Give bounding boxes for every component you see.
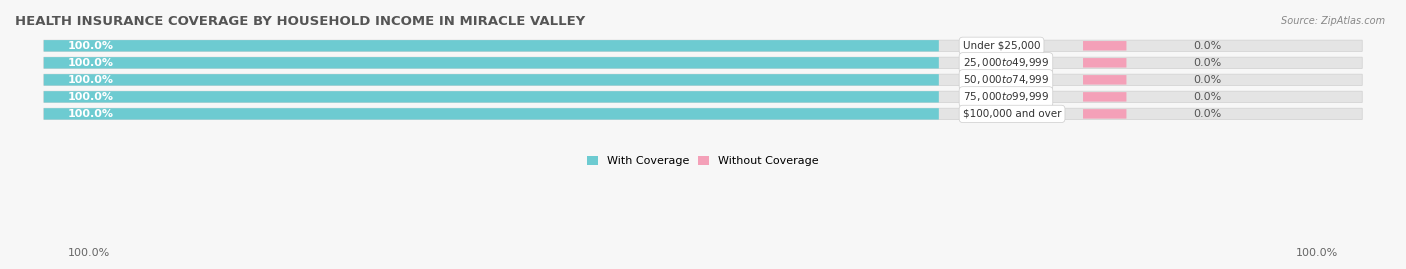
FancyBboxPatch shape — [44, 74, 939, 86]
Text: 0.0%: 0.0% — [1194, 75, 1222, 85]
FancyBboxPatch shape — [44, 40, 939, 51]
Text: 100.0%: 100.0% — [67, 41, 114, 51]
Text: 0.0%: 0.0% — [1194, 109, 1222, 119]
Text: $25,000 to $49,999: $25,000 to $49,999 — [963, 56, 1049, 69]
Text: Under $25,000: Under $25,000 — [963, 41, 1040, 51]
FancyBboxPatch shape — [44, 91, 1362, 102]
Text: 100.0%: 100.0% — [67, 248, 110, 258]
Text: 100.0%: 100.0% — [67, 109, 114, 119]
FancyBboxPatch shape — [1083, 75, 1126, 84]
Text: 0.0%: 0.0% — [1194, 92, 1222, 102]
Text: 0.0%: 0.0% — [1194, 58, 1222, 68]
FancyBboxPatch shape — [1083, 41, 1126, 51]
Text: HEALTH INSURANCE COVERAGE BY HOUSEHOLD INCOME IN MIRACLE VALLEY: HEALTH INSURANCE COVERAGE BY HOUSEHOLD I… — [15, 15, 585, 28]
Text: $75,000 to $99,999: $75,000 to $99,999 — [963, 90, 1049, 103]
Text: 0.0%: 0.0% — [1194, 41, 1222, 51]
Text: Source: ZipAtlas.com: Source: ZipAtlas.com — [1281, 16, 1385, 26]
FancyBboxPatch shape — [44, 74, 1362, 86]
Text: $50,000 to $74,999: $50,000 to $74,999 — [963, 73, 1049, 86]
Text: 100.0%: 100.0% — [67, 92, 114, 102]
FancyBboxPatch shape — [1083, 92, 1126, 102]
FancyBboxPatch shape — [44, 108, 1362, 119]
Legend: With Coverage, Without Coverage: With Coverage, Without Coverage — [588, 156, 818, 166]
Text: 100.0%: 100.0% — [67, 75, 114, 85]
FancyBboxPatch shape — [44, 40, 1362, 51]
FancyBboxPatch shape — [44, 108, 939, 119]
FancyBboxPatch shape — [1083, 109, 1126, 119]
Text: $100,000 and over: $100,000 and over — [963, 109, 1062, 119]
FancyBboxPatch shape — [44, 57, 1362, 69]
FancyBboxPatch shape — [44, 91, 939, 102]
FancyBboxPatch shape — [1083, 58, 1126, 68]
Text: 100.0%: 100.0% — [67, 58, 114, 68]
FancyBboxPatch shape — [44, 57, 939, 69]
Text: 100.0%: 100.0% — [1296, 248, 1339, 258]
